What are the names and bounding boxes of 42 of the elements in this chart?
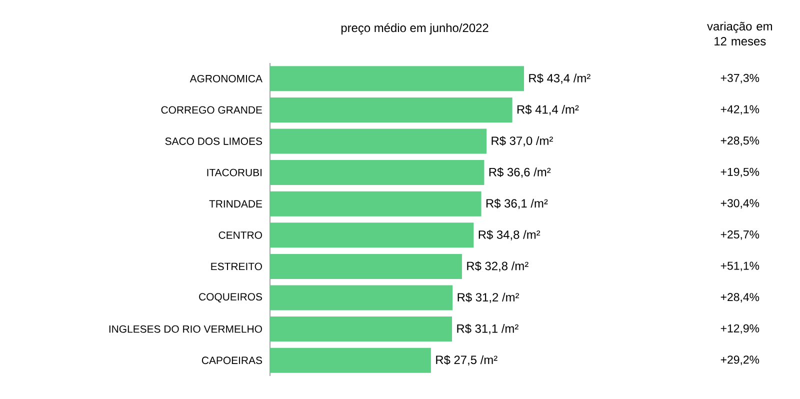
text: +28,5% [720, 136, 760, 146]
bar [270, 316, 452, 342]
text: +51,1% [720, 262, 760, 272]
y-tick-label: ESTREITO [211, 262, 262, 270]
data-label: R$ 31,2 /m² [458, 292, 520, 303]
data-label: R$ 43,4 /m² [529, 73, 590, 84]
text: +29,2% [720, 356, 760, 366]
bar [270, 160, 484, 186]
data-label: R$ 36,1 /m² [486, 198, 548, 210]
y-tick-label: TRINDADE [209, 200, 262, 208]
data-label: R$ 31,1 /m² [457, 324, 518, 334]
y-tick-label: SACO DOS LIMOES [165, 138, 262, 145]
data-label: R$ 37,0 /m² [492, 136, 553, 146]
text: +25,7% [720, 230, 760, 240]
y-tick-label: INGLESES DO RIO VERMELHO [109, 325, 262, 333]
chart-title: preço médio em junho/2022 [341, 23, 488, 35]
data-label: R$ 27,5 /m² [436, 355, 498, 366]
y-tick-label: ITACORUBI [207, 168, 262, 176]
text: variação em 12 meses [707, 22, 772, 46]
text: +28,4% [720, 293, 760, 302]
bar [270, 285, 453, 310]
bar [270, 348, 431, 373]
data-label: R$ 32,8 /m² [467, 261, 528, 272]
text: +19,5% [720, 168, 760, 178]
text: +37,3% [720, 74, 760, 84]
y-tick-label: CENTRO [218, 231, 262, 239]
text: +42,1% [720, 105, 760, 115]
y-tick-label: COQUEIROS [199, 293, 262, 302]
y-tick-label: CORREGO GRANDE [161, 106, 262, 114]
data-label: R$ 34,8 /m² [478, 230, 540, 240]
text: +30,4% [720, 199, 760, 209]
bar [270, 97, 512, 122]
bar [270, 128, 487, 154]
y-tick-label: AGRONOMICA [190, 74, 262, 82]
bar [270, 222, 474, 248]
data-label: R$ 41,4 /m² [517, 104, 579, 116]
y-tick-label: CAPOEIRAS [202, 356, 262, 364]
text: +12,9% [720, 324, 760, 334]
bar [270, 191, 482, 216]
data-label: R$ 36,6 /m² [489, 167, 551, 178]
bar [270, 254, 462, 279]
bar [270, 66, 524, 92]
